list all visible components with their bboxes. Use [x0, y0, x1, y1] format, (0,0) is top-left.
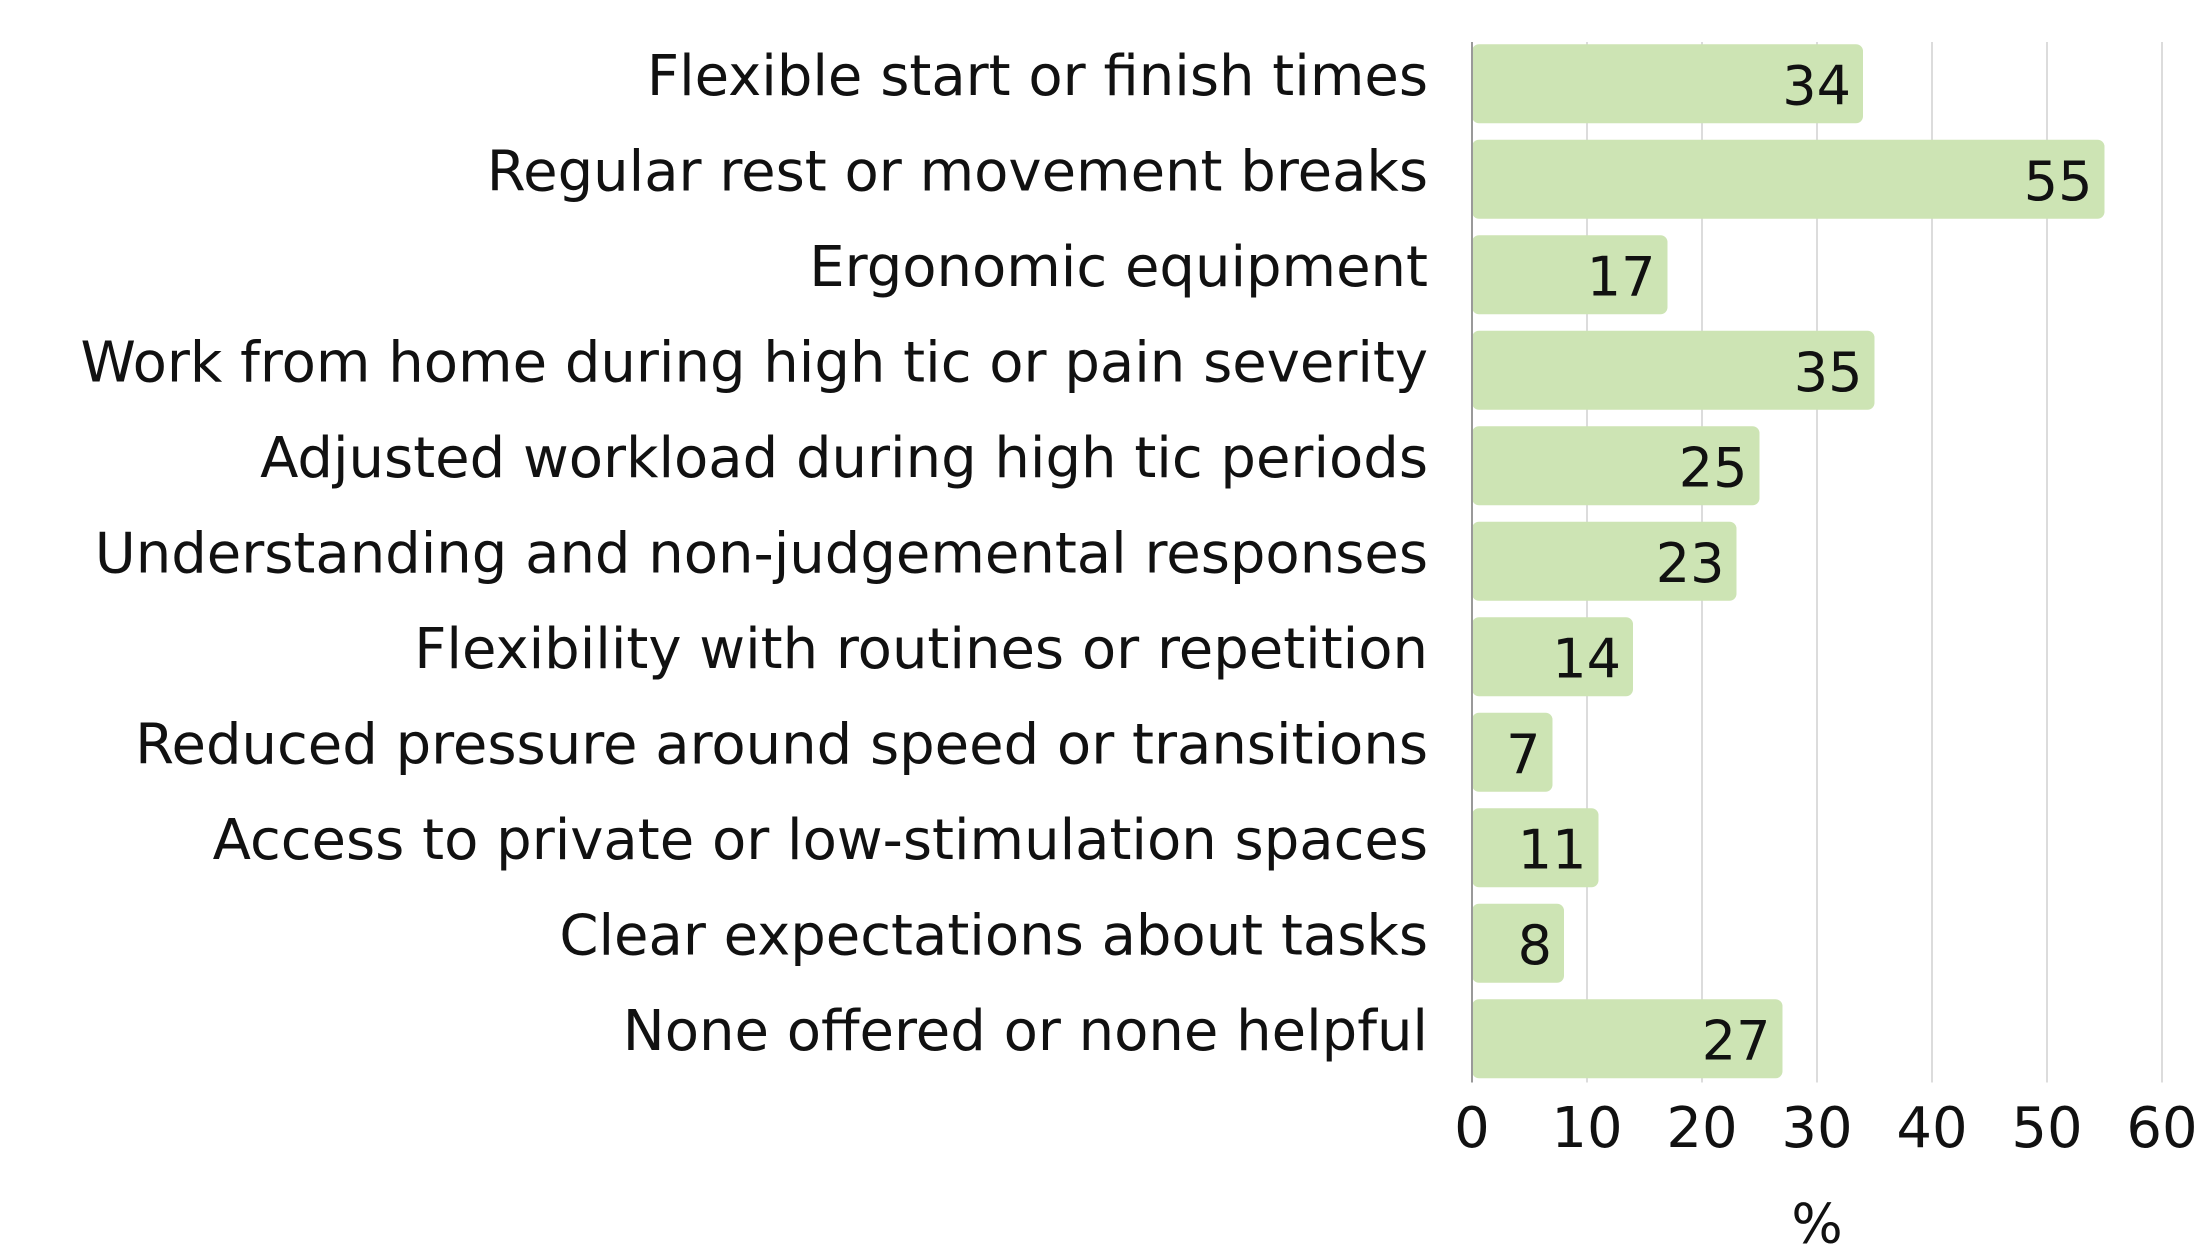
x-tick-label: 50 — [2011, 1096, 2082, 1161]
y-tick-label: Flexible start or finish times — [647, 44, 1428, 109]
bar — [1472, 999, 1783, 1079]
y-tick-label: Work from home during high tic or pain s… — [81, 330, 1428, 395]
bar — [1472, 521, 1737, 601]
value-label: 27 — [1702, 1009, 1771, 1072]
y-tick-label: Reduced pressure around speed or transit… — [135, 712, 1428, 777]
y-tick-label: None offered or none helpful — [623, 999, 1428, 1064]
y-tick-label: Clear expectations about tasks — [559, 903, 1428, 968]
bar — [1472, 808, 1599, 888]
value-label: 34 — [1782, 54, 1851, 117]
value-label: 8 — [1518, 914, 1552, 977]
y-tick-label: Access to private or low-stimulation spa… — [213, 808, 1428, 873]
value-label: 35 — [1794, 341, 1863, 404]
bar — [1472, 426, 1760, 506]
value-label: 55 — [2024, 150, 2093, 213]
x-tick-label: 20 — [1666, 1096, 1737, 1161]
y-tick-label: Understanding and non-judgemental respon… — [95, 521, 1428, 586]
y-tick-label: Adjusted workload during high tic period… — [260, 426, 1428, 491]
bar — [1472, 44, 1863, 124]
y-tick-label: Ergonomic equipment — [809, 235, 1428, 300]
y-tick-label: Flexibility with routines or repetition — [414, 617, 1428, 682]
value-label: 23 — [1656, 532, 1725, 595]
y-tick-label: Regular rest or movement breaks — [487, 139, 1428, 204]
bar — [1472, 235, 1668, 315]
bar — [1472, 903, 1564, 983]
x-tick-label: 10 — [1551, 1096, 1622, 1161]
x-tick-label: 30 — [1781, 1096, 1852, 1161]
x-tick-label: 0 — [1454, 1096, 1490, 1161]
value-label: 11 — [1518, 818, 1587, 881]
bar — [1472, 139, 2105, 219]
value-label: 25 — [1679, 436, 1748, 499]
bar — [1472, 617, 1633, 697]
bar — [1472, 712, 1553, 792]
bar — [1472, 330, 1875, 410]
x-tick-label: 40 — [1896, 1096, 1967, 1161]
value-label: 17 — [1587, 245, 1656, 308]
value-label: 7 — [1506, 723, 1540, 786]
x-tick-label: 60 — [2126, 1096, 2197, 1161]
x-axis-label: % — [1791, 1193, 1842, 1252]
value-label: 14 — [1552, 627, 1621, 690]
